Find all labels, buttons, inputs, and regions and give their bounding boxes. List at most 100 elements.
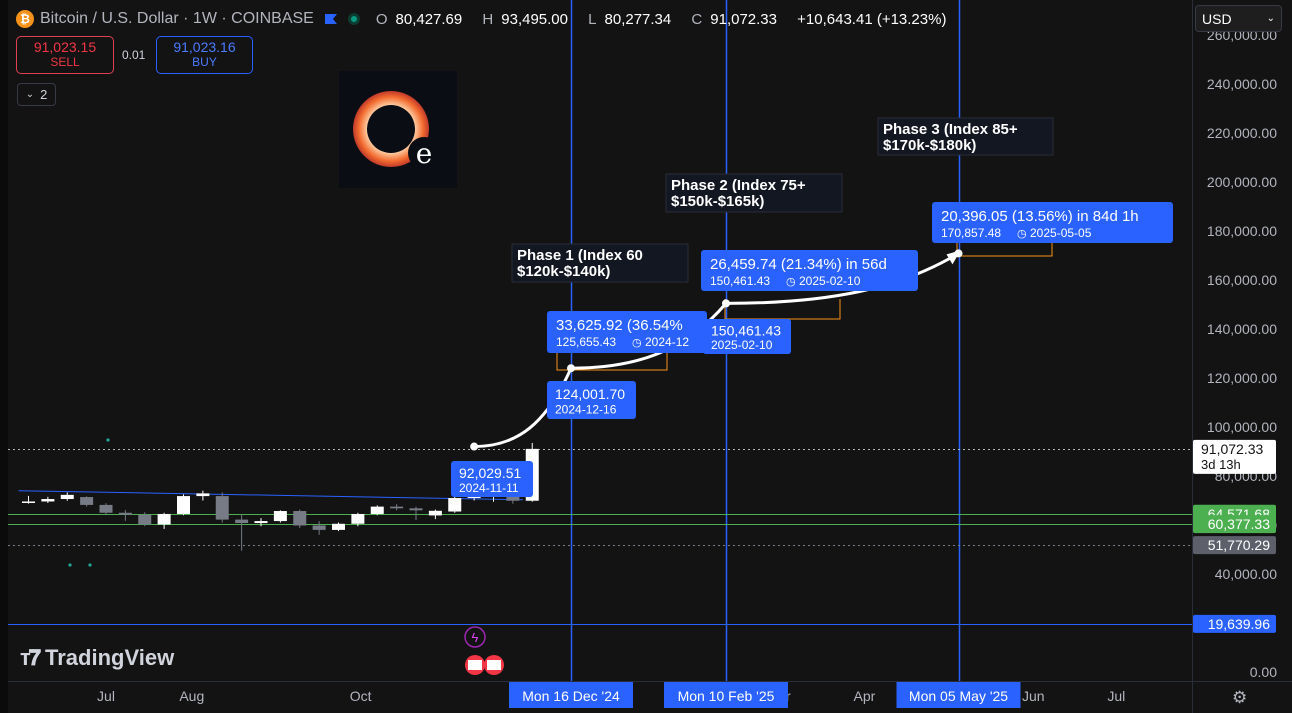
candle-body (80, 497, 94, 505)
date-marker-tag (509, 682, 633, 708)
ohlc-change: +10,643.41 (+13.23%) (797, 10, 947, 28)
y-tick-label: 240,000.00 (1207, 76, 1277, 92)
clock-icon: ◷ (632, 337, 642, 349)
y-tick-label: 160,000.00 (1207, 272, 1277, 288)
candle-body (370, 506, 384, 514)
measure-label: 33,625.92 (36.54%125,655.43 ◷ 2024-12 (547, 311, 707, 353)
indicators-count: 2 (40, 87, 48, 102)
indicator-dot (68, 563, 72, 567)
flag-icon[interactable] (324, 13, 338, 25)
phase-line-1: Phase 1 (Index 60 (517, 247, 643, 264)
measure-price: 150,461.43 (710, 274, 770, 288)
x-tick-label: Oct (350, 688, 372, 704)
y-tick-label: 220,000.00 (1207, 125, 1277, 141)
date-marker-tag (664, 682, 788, 708)
projection-arrowhead-icon (946, 250, 961, 265)
chevron-down-icon: ⌄ (1266, 13, 1275, 24)
price-level-value: 19,639.96 (1208, 616, 1270, 632)
label-line-1: 92,029.51 (459, 465, 521, 481)
y-tick-label: 40,000.00 (1215, 566, 1277, 582)
left-edge (0, 0, 8, 713)
candle-body (332, 523, 345, 530)
currency-select[interactable]: USD ⌄ (1195, 5, 1282, 32)
sell-label: SELL (50, 55, 80, 69)
label-line-1: 150,461.43 (711, 322, 781, 338)
bitcoin-icon: ₿ (16, 10, 34, 28)
ohlc-high: 93,495.00 (501, 10, 568, 28)
channel-logo: e (339, 71, 457, 188)
indicators-toggle[interactable]: ⌄ 2 (17, 83, 56, 106)
buy-button[interactable]: 91,023.16 BUY (156, 36, 253, 74)
phase-line-1: Phase 3 (Index 85+ (883, 121, 1018, 138)
price-level-value: 51,770.29 (1208, 537, 1270, 553)
candle-body (177, 496, 190, 514)
y-tick-label: 0.00 (1250, 664, 1277, 680)
buy-price: 91,023.16 (173, 39, 236, 55)
label-line-2: 2024-11-11 (459, 481, 519, 495)
measure-line-1: 33,625.92 (36.54% (556, 317, 683, 334)
measure-date: 2025-05-05 (1030, 226, 1092, 240)
candle-body (157, 513, 171, 525)
x-tick-label: Jul (97, 688, 115, 704)
tradingview-mark-icon: ᴛ𝟕 (20, 645, 41, 670)
candle-body (506, 494, 520, 501)
settings-gear-icon[interactable]: ⚙ (1232, 688, 1248, 707)
candle-body (99, 504, 113, 513)
price-level-tag (1193, 536, 1276, 555)
svg-text:e: e (416, 137, 433, 170)
date-marker-label: Mon 05 May '25 (909, 688, 1008, 704)
candle-body (312, 525, 326, 530)
label-box (547, 381, 636, 419)
candle-body (448, 498, 462, 512)
candle-body (409, 508, 423, 511)
measure-box-fill (547, 311, 707, 353)
candle-body (235, 519, 249, 524)
candle-body (41, 499, 55, 502)
phase-line-2: $170k-$180k) (883, 137, 976, 154)
flag-stripes (468, 660, 482, 670)
measure-date: 2025-02-10 (799, 274, 861, 288)
symbol-header: ₿ Bitcoin / U.S. Dollar · 1W · COINBASE … (16, 9, 954, 29)
date-marker-tag (896, 682, 1021, 708)
market-open-icon (347, 13, 360, 25)
lightning-event-icon (464, 626, 486, 648)
measure-price: 170,857.48 (941, 226, 1001, 240)
label-line-1: 124,001.70 (555, 386, 625, 402)
sell-button[interactable]: 91,023.15 SELL (16, 36, 114, 74)
candle-body (293, 511, 307, 526)
tradingview-logo[interactable]: ᴛ𝟕 TradingView (20, 645, 174, 671)
measure-box-fill (701, 250, 918, 291)
candle-body (390, 506, 404, 509)
measure-box-fill (932, 202, 1173, 243)
measure-line-1: 26,459.74 (21.34%) in 56d (710, 256, 887, 273)
measure-price: 125,655.43 (556, 335, 616, 349)
brand-name: TradingView (45, 645, 175, 670)
phase-box (877, 117, 1054, 156)
projection-point (722, 299, 730, 308)
oe-logo-icon: e (339, 71, 457, 188)
phase-box (511, 243, 689, 283)
candle-body (60, 494, 74, 500)
price-level-value: 60,377.33 (1208, 516, 1270, 532)
trendline (18, 490, 523, 501)
last-price-tag (1193, 439, 1276, 474)
phase-box (665, 173, 843, 213)
measure-line-1: 20,396.05 (13.56%) in 84d 1h (941, 208, 1139, 225)
date-marker-label: Mon 10 Feb '25 (678, 688, 775, 704)
candle-body (118, 512, 132, 515)
price-level-tag (1193, 515, 1276, 534)
measure-date: 2024-12 (645, 335, 689, 349)
buy-label: BUY (192, 55, 217, 69)
y-tick-label: 140,000.00 (1207, 321, 1277, 337)
indicator-dot (88, 563, 92, 567)
symbol-title[interactable]: Bitcoin / U.S. Dollar · 1W · COINBASE (40, 10, 314, 27)
label-line-2: 2025-02-10 (711, 338, 773, 352)
candle-body (196, 493, 210, 497)
candle-body (428, 510, 442, 516)
measure-box (556, 350, 668, 371)
last-price-value: 91,072.33 (1201, 441, 1263, 457)
